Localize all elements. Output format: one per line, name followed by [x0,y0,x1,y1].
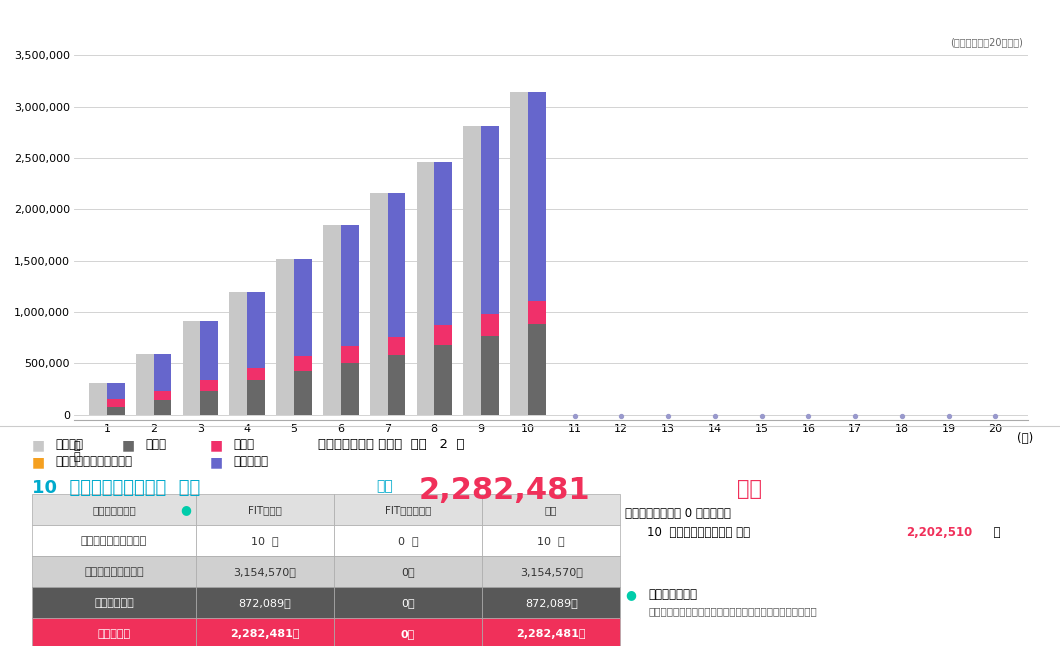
Text: 年
数: 年 数 [73,441,79,462]
Point [659,411,676,421]
Bar [107,384,125,399]
Text: 0  年: 0 年 [398,536,419,546]
Text: 2,282,481: 2,282,481 [419,476,590,505]
Text: 0円: 0円 [402,567,414,577]
Point [847,411,864,421]
Bar [388,337,405,355]
Bar [294,259,312,356]
Text: ■: ■ [210,455,223,470]
Text: 設備導入なしの場合: 設備導入なしの場合 [84,567,144,577]
Bar [107,399,125,407]
Bar [388,193,405,337]
Bar [481,314,499,336]
Bar [89,384,107,415]
Text: ●: ● [180,503,191,516]
Bar [247,292,265,368]
Text: 実質光熱費累計: 実質光熱費累計 [92,505,136,515]
Text: 電気料金上昇率 想定：  年率   2  ％: 電気料金上昇率 想定： 年率 2 ％ [318,438,464,451]
Text: ■: ■ [210,438,223,452]
Bar [136,354,154,415]
Text: 3,154,570円: 3,154,570円 [519,567,583,577]
Bar [417,162,435,415]
Text: 設備なし: 設備なし [55,438,83,451]
Text: FIT期間終了後: FIT期間終了後 [385,505,431,515]
Text: 累計: 累計 [376,479,393,494]
Text: FIT期間中: FIT期間中 [248,505,282,515]
Text: 実質光熱費とは: 実質光熱費とは [649,588,697,601]
Text: ■: ■ [32,438,45,452]
Text: 合計: 合計 [545,505,558,515]
Point [613,411,630,421]
Text: 削減額: 削減額 [233,438,254,451]
Text: 2,202,510: 2,202,510 [906,526,973,539]
Text: 導入後: 導入後 [145,438,166,451]
Point [940,411,957,421]
Bar [340,363,358,415]
Text: 電気料金上昇率が 0 ％の場合の: 電気料金上昇率が 0 ％の場合の [625,507,731,520]
Bar [154,391,172,400]
Text: 3,154,570円: 3,154,570円 [233,567,297,577]
Bar [435,162,452,325]
Bar [463,126,481,415]
Bar [247,380,265,415]
Bar [435,325,452,345]
Text: 2,282,481円: 2,282,481円 [516,629,586,639]
Bar [340,346,358,363]
Text: 導入した場合: 導入した場合 [94,598,134,608]
Text: シミュレーション年数: シミュレーション年数 [81,536,147,546]
Bar [107,407,125,415]
Bar [370,193,388,415]
Text: 0円: 0円 [401,629,416,639]
Point [754,411,771,421]
Bar [388,355,405,415]
Bar [182,321,200,415]
Bar [154,400,172,415]
Bar [323,225,340,415]
Text: 10  年: 10 年 [537,536,565,546]
Text: ■: ■ [122,438,135,452]
Point [706,411,723,421]
Text: 既設太陽光による削減額: 既設太陽光による削減額 [55,455,132,468]
Text: ●: ● [625,588,636,601]
Text: (年): (年) [1018,432,1034,444]
Bar [200,321,218,380]
Bar [528,92,546,301]
Bar [340,225,358,346]
Text: 2,282,481円: 2,282,481円 [230,629,300,639]
Bar [247,368,265,380]
Text: ■: ■ [32,455,45,470]
Point [987,411,1004,421]
Bar [200,391,218,415]
Text: 872,089円: 872,089円 [525,598,578,608]
Bar [154,354,172,391]
Text: 光熱費から売電収入を減じた額を実質光熱費としています。: 光熱費から売電収入を減じた額を実質光熱費としています。 [649,606,817,616]
Point [800,411,817,421]
Bar [481,126,499,314]
Text: 円: 円 [986,526,1001,539]
Text: 0円: 0円 [402,598,414,608]
Text: 実質削減額: 実質削減額 [98,629,130,639]
Point [894,411,911,421]
Bar [294,371,312,415]
Bar [528,301,546,324]
Text: 10  年間の実質削減額は 累計: 10 年間の実質削減額は 累計 [647,526,757,539]
Text: 10  年間の実質削減額は  累計: 10 年間の実質削減額は 累計 [32,479,200,497]
Text: 10  年: 10 年 [251,536,279,546]
Bar [277,259,294,415]
Text: 872,089円: 872,089円 [238,598,292,608]
Bar [229,292,247,415]
Text: ガソリン代: ガソリン代 [233,455,268,468]
Bar [528,324,546,415]
Bar [435,345,452,415]
Text: 円: 円 [737,479,762,499]
Bar [200,380,218,391]
Bar [510,92,528,415]
Bar [294,356,312,371]
Text: (グラフ表示は20年まで): (グラフ表示は20年まで) [950,37,1023,47]
Bar [481,336,499,415]
Point [566,411,583,421]
